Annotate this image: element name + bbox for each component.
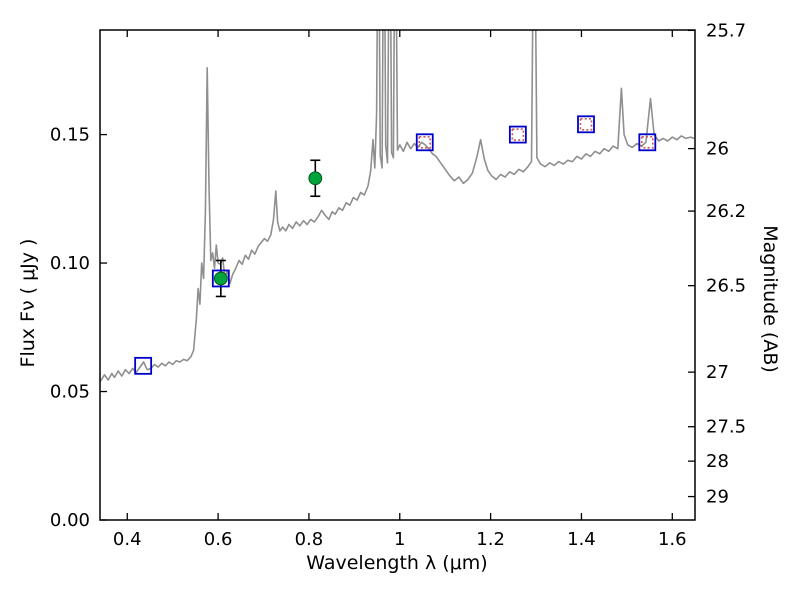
green-circle-marker: [213, 271, 228, 286]
y-tick-label-left: 0.00: [50, 510, 90, 531]
y-axis-label-left: Flux Fν ( μJy ): [17, 238, 39, 368]
y-tick-label-left: 0.15: [50, 125, 90, 146]
blue-square-marker: [638, 133, 657, 152]
y-axis-label-right: Magnitude (AB): [759, 225, 781, 373]
plot-frame: [99, 29, 696, 521]
x-tick-label: 0.8: [295, 529, 324, 550]
photometry-blue-squares: [134, 115, 657, 375]
red-square-marker: [418, 135, 432, 149]
photometry-red-squares: [418, 117, 654, 149]
blue-square-marker: [508, 125, 527, 144]
y-axis-right: 25.7 26 26.2 26.5 27 27.5 28 29: [688, 20, 746, 508]
photometry-observed: [213, 171, 323, 286]
y-tick-label-right: 25.7: [706, 20, 746, 41]
y-tick-label-left: 0.05: [50, 382, 90, 403]
blue-square-marker: [134, 356, 153, 375]
y-tick-label-right: 28: [706, 451, 729, 472]
red-square-marker: [641, 135, 654, 149]
y-tick-label-right: 27: [706, 362, 729, 383]
x-tick-label: 1: [394, 529, 405, 550]
green-circle-marker: [308, 171, 323, 186]
y-tick-label-right: 26.5: [706, 276, 746, 297]
red-square-marker: [579, 117, 593, 131]
x-tick-label: 1.6: [658, 529, 687, 550]
x-tick-label: 0.4: [113, 529, 142, 550]
y-tick-label-right: 26: [706, 139, 729, 160]
spectrum-path: [100, 30, 695, 382]
y-tick-label-right: 26.2: [706, 201, 746, 222]
x-tick-label: 1.4: [567, 529, 596, 550]
y-tick-label-right: 29: [706, 487, 729, 508]
y-tick-label-right: 27.5: [706, 417, 746, 438]
x-axis: 0.4 0.6 0.8 1 1.2 1.4 1.6: [113, 30, 687, 550]
blue-square-marker: [415, 133, 434, 152]
x-tick-label: 0.6: [204, 529, 233, 550]
x-axis-label: Wavelength λ (μm): [306, 552, 488, 574]
x-tick-label: 1.2: [476, 529, 505, 550]
blue-square-marker: [577, 115, 595, 134]
y-axis-left: 0.00 0.05 0.10 0.15: [50, 125, 107, 531]
spectrum-line: [100, 30, 695, 382]
blue-square-marker: [211, 269, 230, 288]
red-square-marker: [511, 128, 525, 141]
y-tick-label-left: 0.10: [50, 253, 90, 274]
